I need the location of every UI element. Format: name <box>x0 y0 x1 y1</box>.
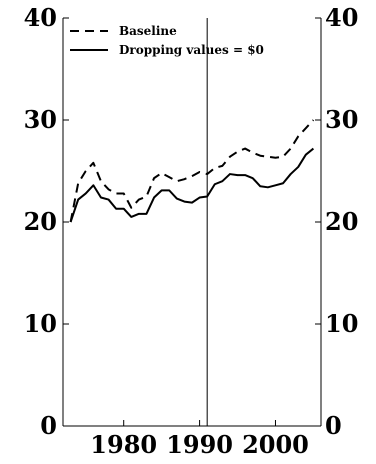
y-tick-label-left: 30 <box>24 105 57 134</box>
legend-label-baseline: Baseline <box>119 24 177 38</box>
legend: Baseline Dropping values = $0 <box>70 24 264 57</box>
y-tick-label-left: 40 <box>24 3 57 32</box>
legend-label-dropping-values: Dropping values = $0 <box>119 43 264 57</box>
y-tick-label-right: 10 <box>325 309 358 338</box>
ticks-layer: 0 0 10 10 20 20 30 30 40 40 1980 1990 2000 <box>24 3 359 459</box>
y-tick-label-right: 40 <box>325 3 358 32</box>
x-tick-label: 2000 <box>242 430 309 459</box>
x-tick-label: 1980 <box>90 430 157 459</box>
series-layer <box>69 119 315 223</box>
x-tick-label: 1990 <box>166 430 233 459</box>
y-tick-label-right: 20 <box>325 207 358 236</box>
series-line-dropping-values <box>69 147 315 223</box>
y-tick-label-right: 30 <box>325 105 358 134</box>
y-tick-label-left: 10 <box>24 309 57 338</box>
y-tick-label-left: 20 <box>24 207 57 236</box>
y-tick-label-right: 0 <box>325 411 342 440</box>
plot-frame <box>62 18 322 427</box>
y-tick-label-left: 0 <box>40 411 57 440</box>
series-line-baseline <box>69 119 315 223</box>
